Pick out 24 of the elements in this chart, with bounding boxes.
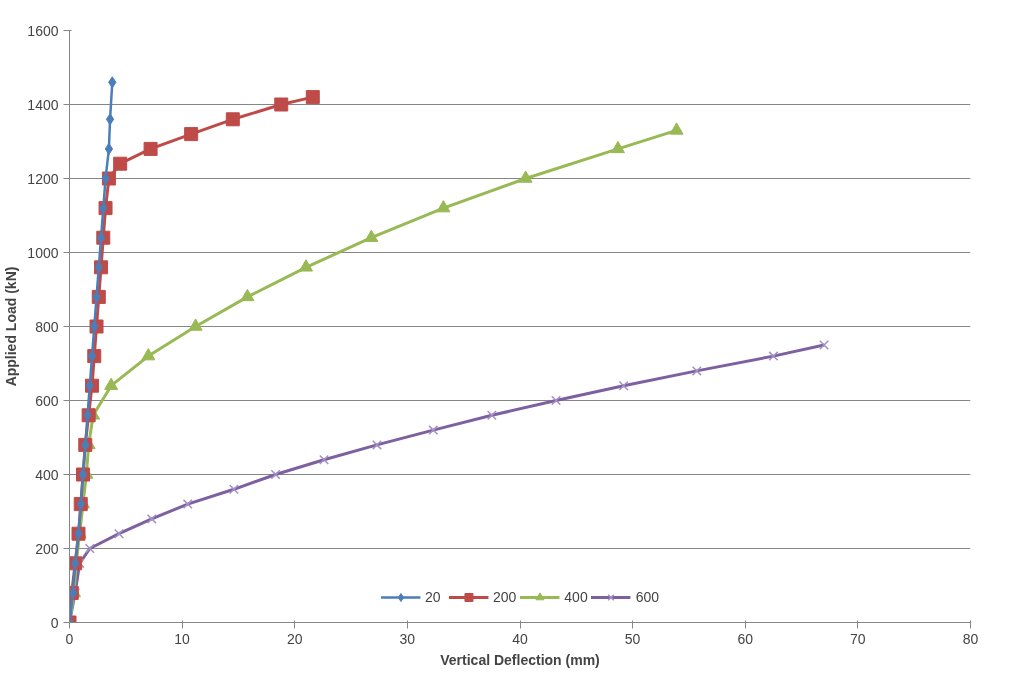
x-tick-label: 70 <box>850 630 866 647</box>
y-tick-label: 200 <box>35 540 59 557</box>
x-axis-title: Vertical Deflection (mm) <box>440 651 600 668</box>
y-axis-title: Applied Load (kN) <box>3 266 20 387</box>
x-tick-label: 80 <box>962 630 979 647</box>
x-tick-label: 60 <box>737 630 754 647</box>
x-tick-label: 50 <box>624 630 641 647</box>
x-tick-label: 10 <box>174 630 191 647</box>
y-tick-label: 800 <box>35 318 59 335</box>
x-tick-label: 0 <box>65 630 74 647</box>
x-tick-label: 20 <box>286 630 303 647</box>
y-tick-label: 600 <box>35 392 59 409</box>
y-tick-label: 1200 <box>27 170 59 187</box>
y-tick-label: 1000 <box>27 244 59 261</box>
x-tick-label: 40 <box>512 630 528 647</box>
x-tick-label: 30 <box>399 630 416 647</box>
y-tick-label: 400 <box>35 466 59 483</box>
legend-label: 400 <box>564 589 588 605</box>
legend-label: 600 <box>635 589 660 605</box>
legend-label: 200 <box>492 589 517 605</box>
legend-label: 20 <box>424 589 442 605</box>
y-tick-label: 0 <box>50 614 59 631</box>
y-tick-label: 1400 <box>27 96 59 113</box>
y-tick-label: 1600 <box>27 22 59 39</box>
